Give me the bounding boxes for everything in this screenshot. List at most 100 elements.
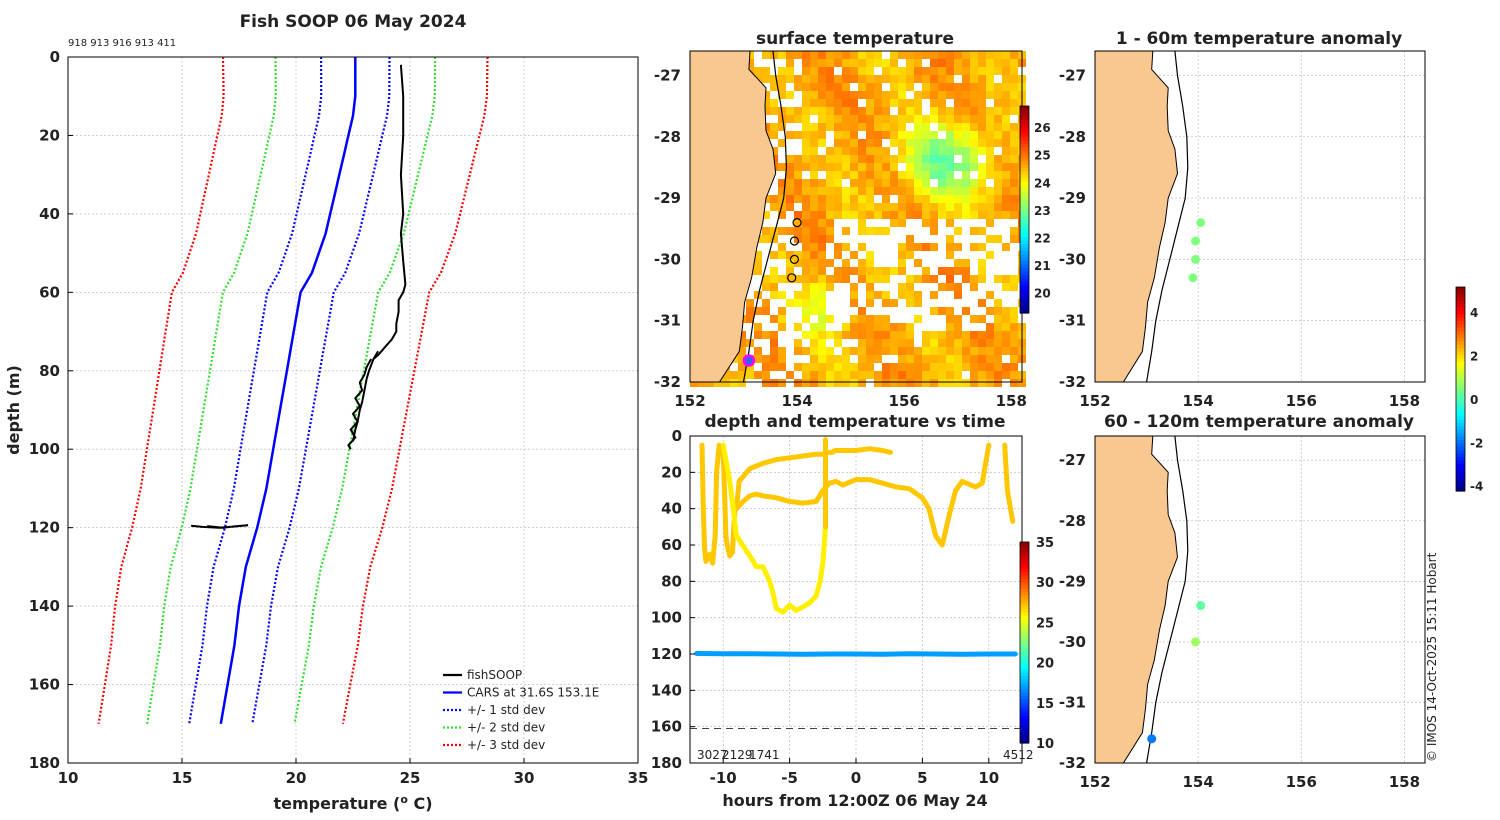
sst-cell bbox=[786, 59, 794, 67]
sst-cell bbox=[1010, 83, 1018, 91]
sst-cell bbox=[1010, 235, 1018, 243]
sst-cell bbox=[778, 139, 786, 147]
colorbar-segment bbox=[1456, 474, 1465, 478]
sst-cell bbox=[802, 315, 810, 323]
sst-cell bbox=[850, 147, 858, 155]
sst-cell bbox=[994, 323, 1002, 331]
sst-cell bbox=[810, 259, 818, 267]
sst-cell bbox=[898, 179, 906, 187]
sst-cell bbox=[802, 379, 810, 387]
sst-cell bbox=[946, 123, 954, 131]
sst-cell bbox=[858, 203, 866, 211]
sst-cell bbox=[906, 59, 914, 67]
sst-cell bbox=[842, 147, 850, 155]
sst-cell bbox=[922, 179, 930, 187]
legend: fishSOOP CARS at 31.6S 153.1E +/- 1 std de… bbox=[443, 668, 599, 752]
sst-cell bbox=[978, 347, 986, 355]
legend-label: +/- 3 std dev bbox=[467, 738, 545, 752]
sst-cell bbox=[882, 147, 890, 155]
sst-cell bbox=[970, 283, 978, 291]
sst-cell bbox=[890, 51, 898, 59]
sst-cell bbox=[834, 51, 842, 59]
colorbar-segment bbox=[1020, 625, 1029, 630]
sst-cell bbox=[754, 355, 762, 363]
sst-cell bbox=[954, 163, 962, 171]
colorbar-segment bbox=[1020, 281, 1029, 286]
sst-cell bbox=[826, 59, 834, 67]
sst-cell bbox=[882, 91, 890, 99]
sst-cell bbox=[882, 291, 890, 299]
depth-time-track bbox=[694, 651, 1018, 657]
sst-cell bbox=[970, 131, 978, 139]
sst-cell bbox=[986, 107, 994, 115]
colorbar-segment bbox=[1456, 355, 1465, 359]
sst-cell bbox=[738, 339, 746, 347]
sst-cell bbox=[826, 331, 834, 339]
sst-cell bbox=[866, 291, 874, 299]
colorbar-segment bbox=[1020, 598, 1029, 603]
sst-cell bbox=[906, 67, 914, 75]
sst-cell bbox=[946, 363, 954, 371]
colorbar-segment bbox=[1020, 582, 1029, 587]
sst-cell bbox=[866, 91, 874, 99]
sst-cell bbox=[954, 195, 962, 203]
sst-cell bbox=[898, 347, 906, 355]
sst-cell bbox=[834, 147, 842, 155]
sst-cell bbox=[930, 243, 938, 251]
sst-cell bbox=[882, 275, 890, 283]
sst-cell bbox=[842, 171, 850, 179]
sst-cell bbox=[1002, 307, 1010, 315]
sst-cell bbox=[906, 275, 914, 283]
colorbar-tick-label: 15 bbox=[1036, 697, 1054, 712]
sst-cell bbox=[898, 331, 906, 339]
sst-cell bbox=[970, 331, 978, 339]
colorbar-segment bbox=[1456, 348, 1465, 353]
sst-cell bbox=[946, 187, 954, 195]
x-tick-label: 0 bbox=[851, 769, 861, 787]
sst-cell bbox=[706, 379, 714, 387]
sst-cell bbox=[874, 179, 882, 187]
sst-cell bbox=[850, 123, 858, 131]
colorbar-segment bbox=[1020, 309, 1029, 314]
std-dev-2-curve bbox=[293, 56, 437, 724]
colorbar-tick-label: 23 bbox=[1034, 204, 1051, 218]
sst-cell bbox=[778, 179, 786, 187]
sst-cell bbox=[842, 51, 850, 59]
sst-cell bbox=[906, 379, 914, 387]
land-mass bbox=[689, 50, 777, 383]
colorbar-segment bbox=[1020, 679, 1029, 684]
sst-cell bbox=[882, 379, 890, 387]
colorbar-segment bbox=[1020, 669, 1029, 674]
sst-cell bbox=[754, 251, 762, 259]
sst-cell bbox=[810, 267, 818, 275]
colorbar-segment bbox=[1456, 402, 1465, 407]
sst-cell bbox=[986, 379, 994, 387]
sst-cell bbox=[994, 51, 1002, 59]
sst-cell bbox=[914, 163, 922, 171]
sst-cell bbox=[1002, 275, 1010, 283]
sst-cell bbox=[818, 339, 826, 347]
sst-cell bbox=[858, 171, 866, 179]
sst-cell bbox=[810, 67, 818, 75]
sst-cell bbox=[794, 363, 802, 371]
sst-cell bbox=[922, 155, 930, 163]
colorbar-segment bbox=[1020, 209, 1029, 214]
sst-cell bbox=[930, 331, 938, 339]
sst-cell bbox=[794, 195, 802, 203]
sst-cell bbox=[802, 147, 810, 155]
sst-cell bbox=[978, 363, 986, 371]
sst-cell bbox=[906, 131, 914, 139]
sst-cell bbox=[986, 131, 994, 139]
colorbar-segment bbox=[1020, 686, 1029, 690]
sst-cell bbox=[938, 283, 946, 291]
colorbar-segment bbox=[1456, 314, 1465, 319]
sst-cell bbox=[794, 51, 802, 59]
sst-cell bbox=[738, 371, 746, 379]
sst-cell bbox=[994, 187, 1002, 195]
axes-box bbox=[1094, 50, 1426, 383]
sst-cell bbox=[1010, 371, 1018, 379]
sst-cell bbox=[858, 147, 866, 155]
sst-cell bbox=[962, 99, 970, 107]
sst-cell bbox=[898, 115, 906, 123]
legend-label: fishSOOP bbox=[467, 668, 522, 682]
